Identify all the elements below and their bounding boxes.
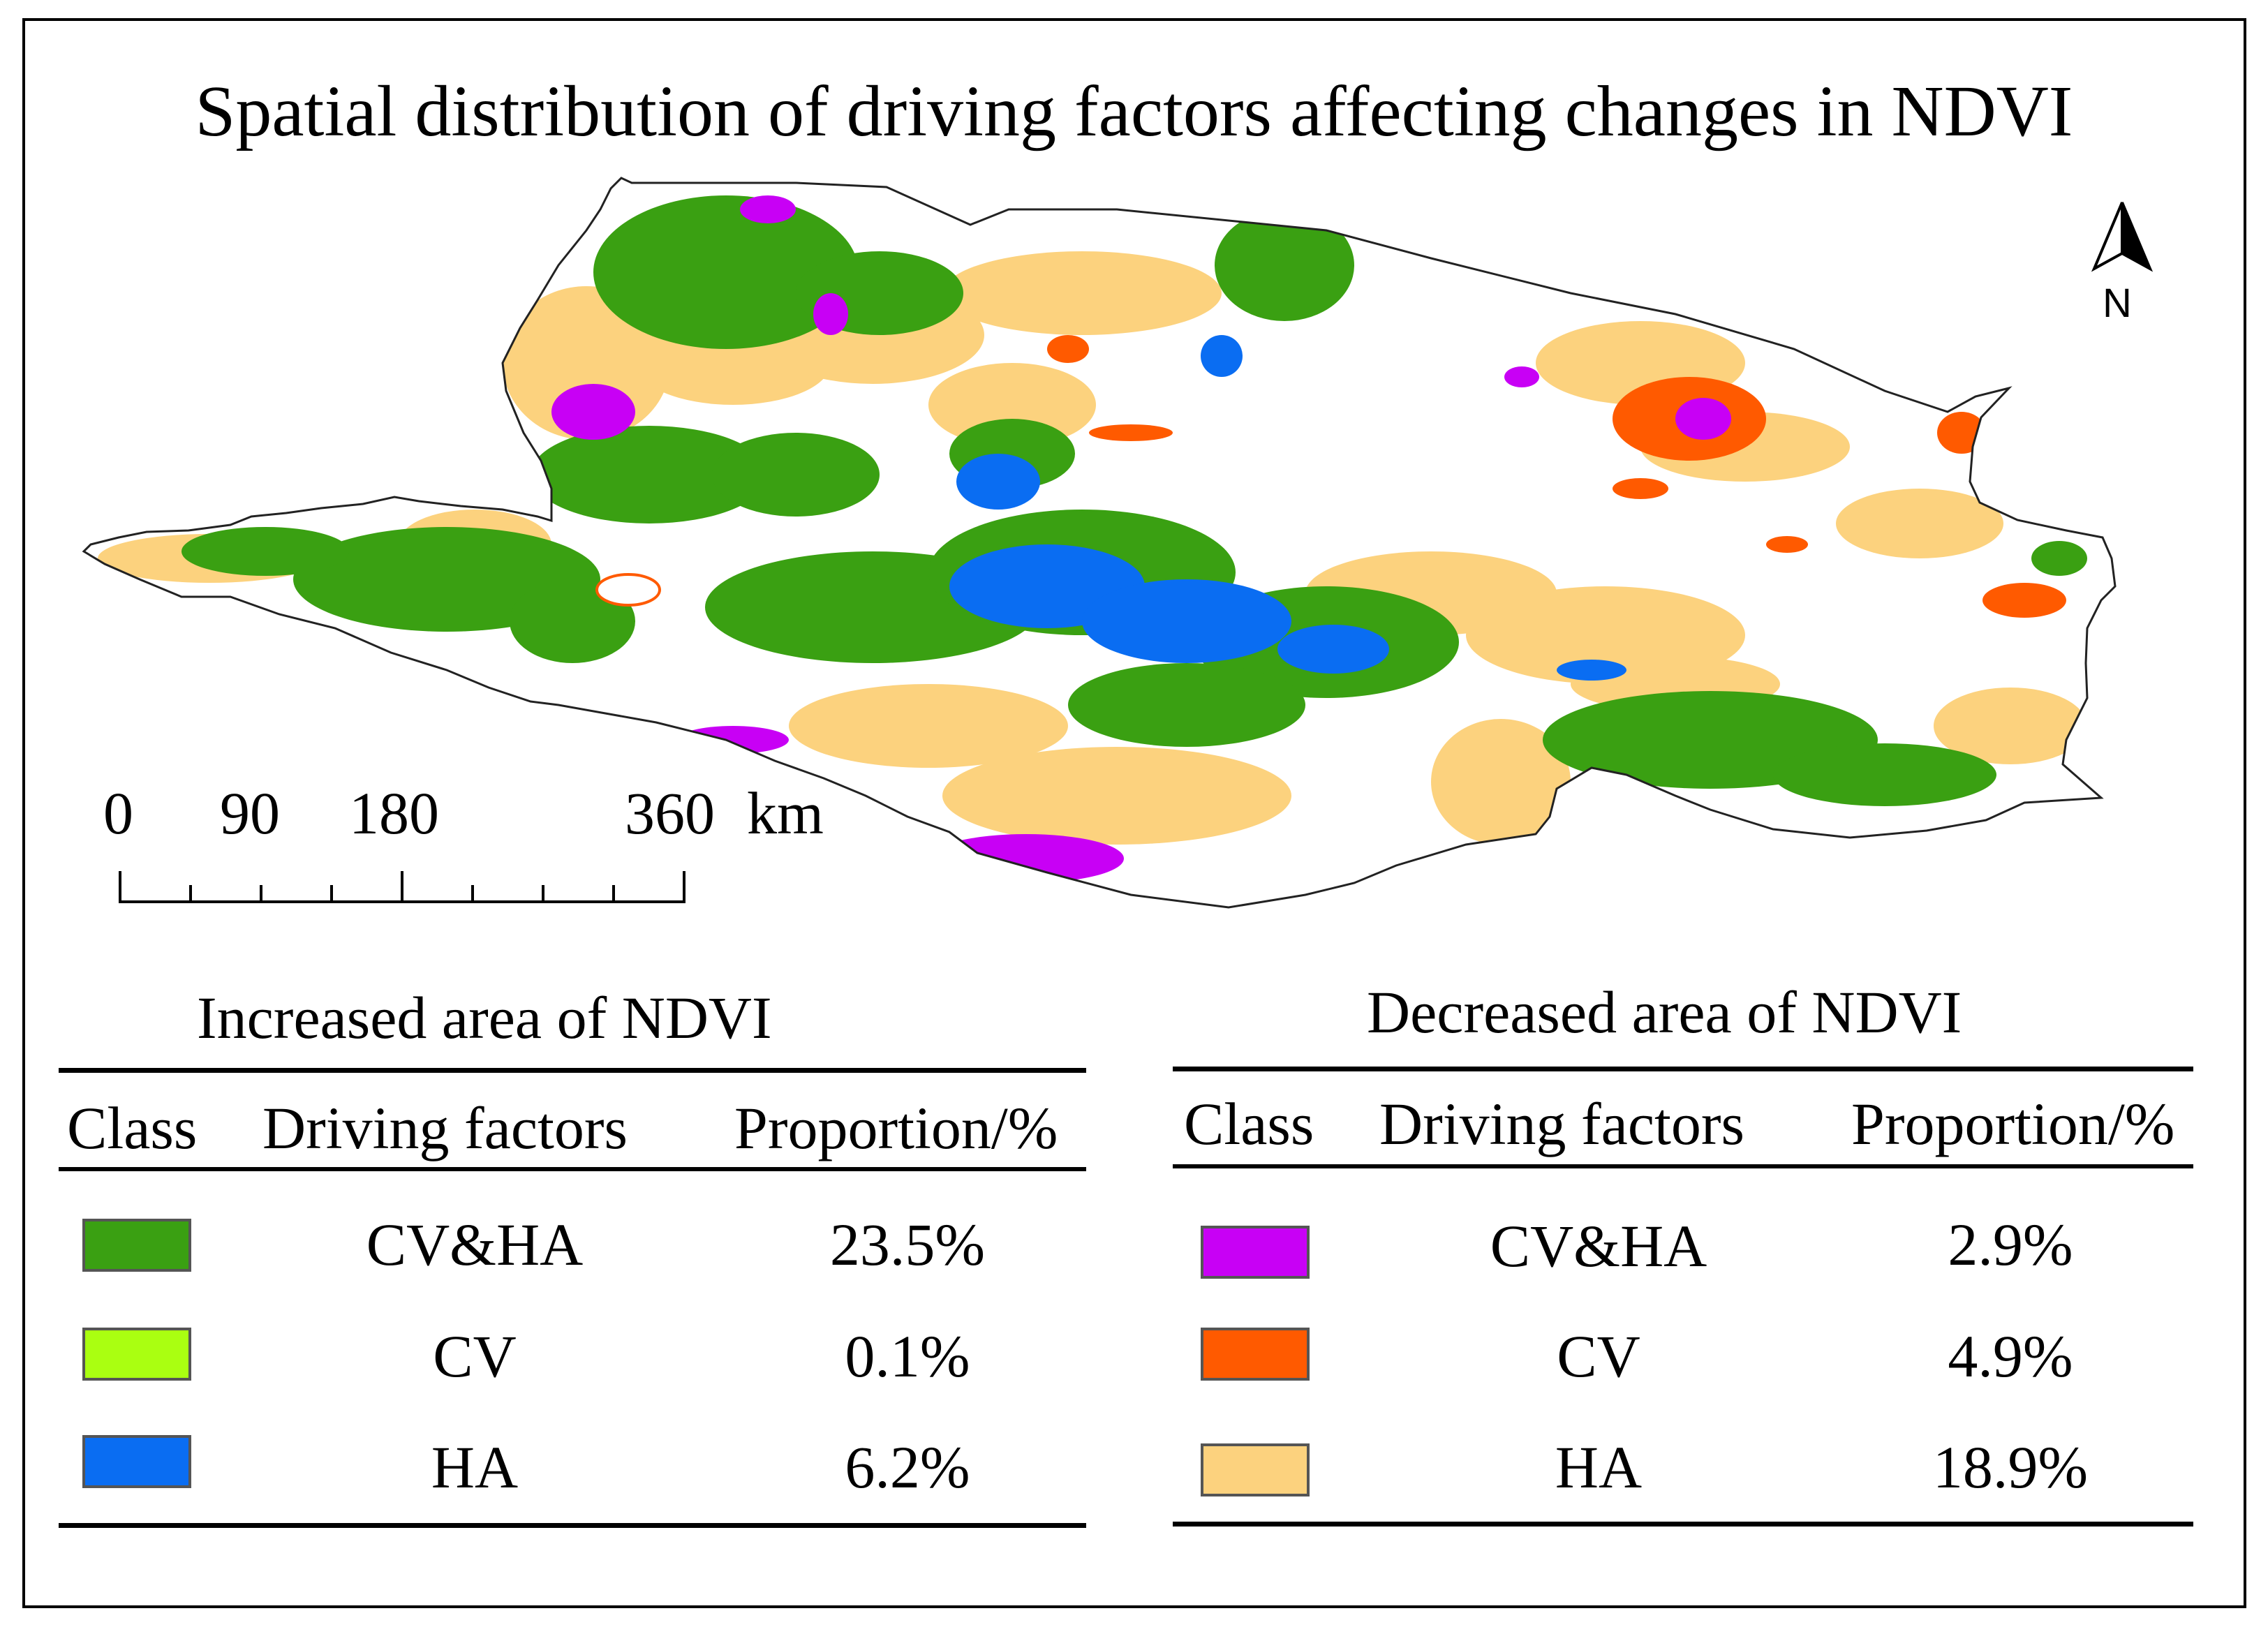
figure-frame <box>22 18 2246 1608</box>
decreased-swatch-cvha <box>1201 1226 1310 1279</box>
increased-top-rule <box>59 1068 1086 1073</box>
increased-legend-title: Increased area of NDVI <box>197 984 772 1051</box>
increased-row1-factor: CV&HA <box>366 1211 584 1278</box>
scale-bar <box>119 871 685 903</box>
scale-label-0: 0 <box>103 780 133 847</box>
decreased-row3-factor: HA <box>1555 1434 1643 1501</box>
region-boundary <box>82 177 2117 909</box>
increased-header-rule <box>59 1167 1086 1171</box>
increased-header-factors: Driving factors <box>262 1094 628 1161</box>
increased-row3-factor: HA <box>431 1434 519 1501</box>
increased-row2-factor: CV <box>433 1323 517 1390</box>
decreased-swatch-ha <box>1201 1443 1310 1496</box>
decreased-header-proportion: Proportion/% <box>1851 1090 2175 1157</box>
decreased-swatch-cv <box>1201 1328 1310 1381</box>
decreased-header-rule <box>1173 1164 2193 1168</box>
decreased-legend-title: Decreased area of NDVI <box>1367 979 1962 1046</box>
increased-bottom-rule <box>59 1523 1086 1528</box>
decreased-row1-proportion: 2.9% <box>1948 1211 2073 1278</box>
decreased-row2-factor: CV <box>1557 1323 1640 1390</box>
map-title: Spatial distribution of driving factors … <box>195 71 2073 151</box>
cvha-increase-areas <box>181 195 2087 806</box>
decreased-top-rule <box>1173 1067 2193 1071</box>
decreased-row3-proportion: 18.9% <box>1932 1434 2089 1501</box>
decreased-header-factors: Driving factors <box>1379 1090 1745 1157</box>
scale-label-90: 90 <box>220 780 280 847</box>
increased-row2-proportion: 0.1% <box>845 1323 970 1390</box>
decreased-row2-proportion: 4.9% <box>1948 1323 2073 1390</box>
decreased-bottom-rule <box>1173 1522 2193 1527</box>
increased-row1-proportion: 23.5% <box>829 1211 986 1278</box>
north-label: N <box>2103 281 2132 326</box>
scale-label-360: 360 <box>625 780 715 847</box>
decreased-header-class: Class <box>1184 1090 1314 1157</box>
scale-unit: km <box>747 780 824 847</box>
increased-row3-proportion: 6.2% <box>845 1434 970 1501</box>
increased-swatch-cv <box>82 1328 191 1381</box>
north-arrow-icon <box>2091 202 2154 272</box>
ha-increase-areas <box>949 335 1626 681</box>
decreased-row1-factor: CV&HA <box>1490 1212 1707 1279</box>
increased-swatch-ha <box>82 1435 191 1488</box>
scale-label-180: 180 <box>349 780 439 847</box>
increased-header-proportion: Proportion/% <box>734 1094 1058 1161</box>
increased-header-class: Class <box>67 1094 198 1161</box>
increased-swatch-cvha <box>82 1219 191 1272</box>
